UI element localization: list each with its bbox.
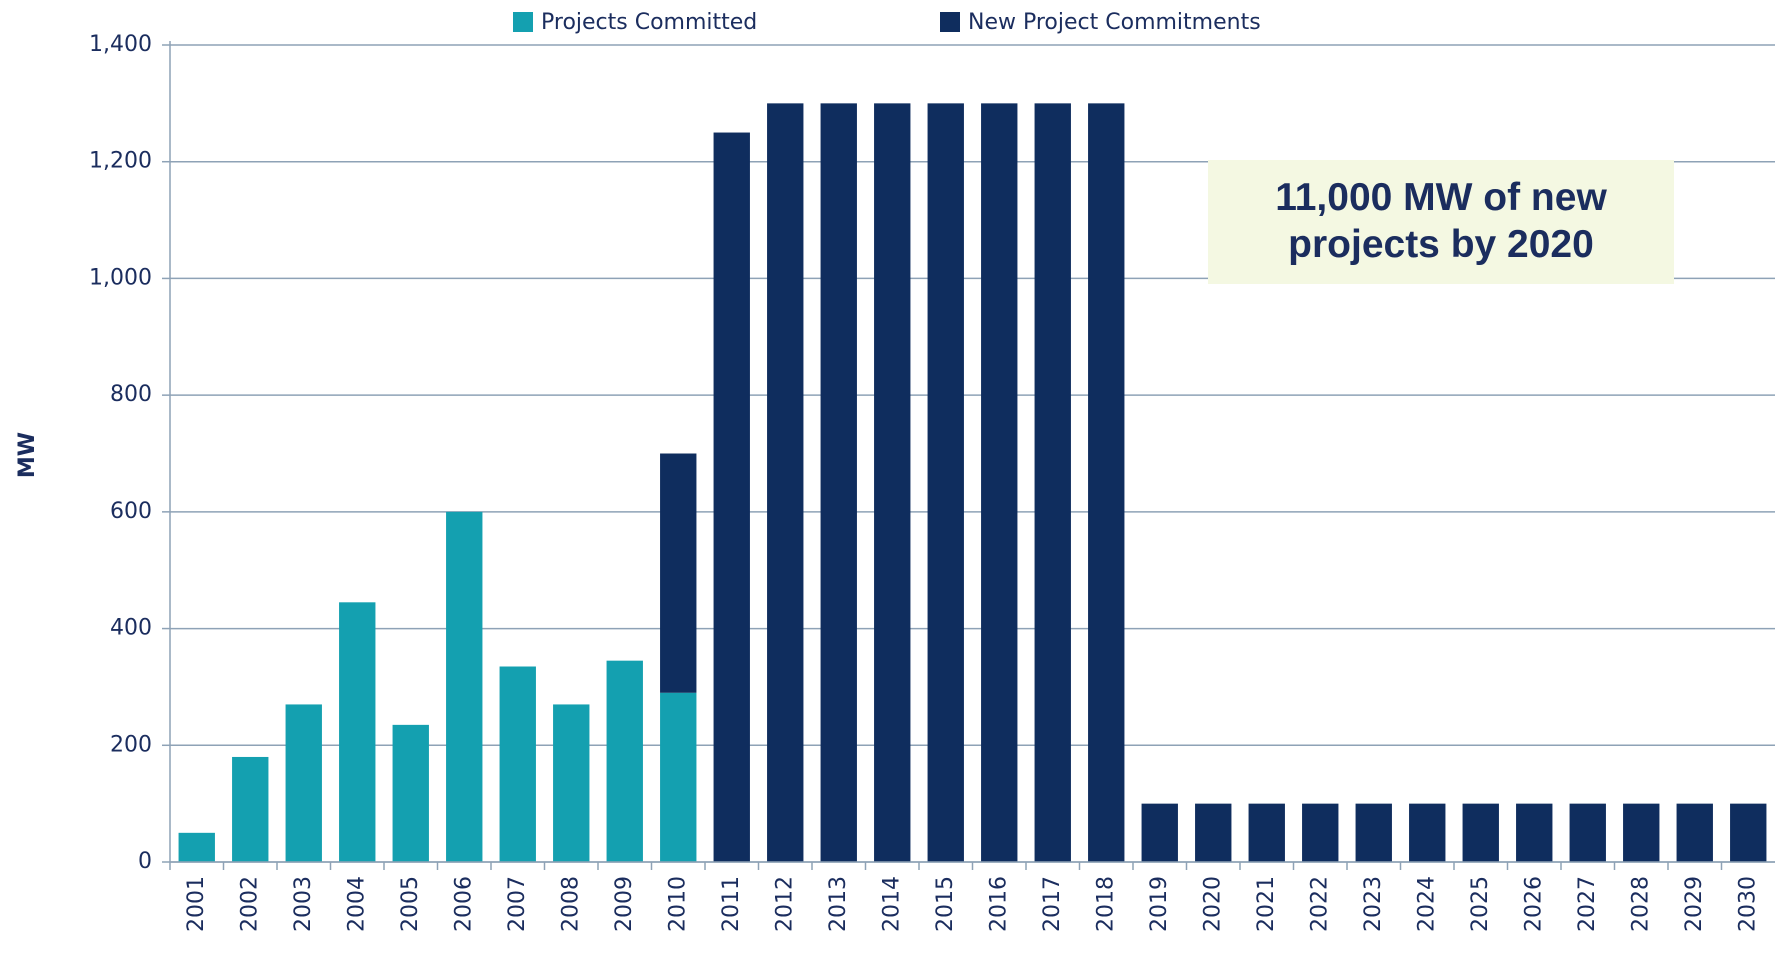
bar	[981, 103, 1018, 863]
x-tick-label: 2007	[505, 876, 530, 932]
bar	[1088, 103, 1125, 863]
x-tick-label: 2004	[344, 876, 369, 932]
x-tick-label: 2024	[1414, 876, 1439, 932]
x-tick-label: 2016	[986, 876, 1011, 932]
y-tick-label: 400	[110, 616, 152, 641]
bar	[178, 832, 215, 862]
x-tick-label: 2001	[184, 876, 209, 932]
x-tick-label: 2014	[879, 876, 904, 932]
bar	[767, 103, 804, 863]
bar	[1302, 803, 1339, 862]
y-tick-label: 1,400	[89, 32, 152, 57]
bar	[1355, 803, 1392, 862]
x-tick-label: 2030	[1735, 876, 1760, 932]
legend-label: Projects Committed	[541, 10, 757, 35]
x-tick-label: 2010	[665, 876, 690, 932]
bar	[820, 103, 857, 863]
x-tick-label: 2026	[1521, 876, 1546, 932]
bar	[1730, 803, 1767, 862]
bar	[553, 704, 590, 862]
bar	[339, 602, 376, 862]
bar	[1195, 803, 1232, 862]
x-tick-label: 2018	[1093, 876, 1118, 932]
bar	[1462, 803, 1499, 862]
x-tick-label: 2029	[1682, 876, 1707, 932]
y-tick-label: 1,000	[89, 265, 152, 290]
x-tick-label: 2008	[558, 876, 583, 932]
x-tick-label: 2027	[1575, 876, 1600, 932]
bar	[1248, 803, 1285, 862]
x-tick-label: 2005	[398, 876, 423, 932]
bar	[1409, 803, 1446, 862]
x-tick-label: 2025	[1468, 876, 1493, 932]
bar	[660, 692, 697, 862]
bar	[285, 704, 322, 862]
legend-swatch	[940, 12, 960, 32]
bar	[1034, 103, 1071, 863]
bar	[606, 660, 643, 862]
y-tick-label: 600	[110, 499, 152, 524]
x-tick-label: 2028	[1628, 876, 1653, 932]
bar	[1141, 803, 1178, 862]
x-tick-label: 2021	[1254, 876, 1279, 932]
x-tick-label: 2006	[451, 876, 476, 932]
bar	[499, 666, 536, 862]
bar	[660, 453, 697, 693]
x-tick-label: 2023	[1361, 876, 1386, 932]
x-tick-label: 2002	[237, 876, 262, 932]
legend-swatch	[513, 12, 533, 32]
bar	[446, 511, 483, 862]
x-tick-label: 2017	[1040, 876, 1065, 932]
x-tick-label: 2013	[826, 876, 851, 932]
bar	[232, 756, 269, 862]
bar	[713, 132, 750, 863]
x-tick-label: 2012	[772, 876, 797, 932]
bar	[927, 103, 964, 863]
y-tick-label: 0	[138, 849, 152, 874]
bar	[1676, 803, 1713, 862]
bar	[1623, 803, 1660, 862]
bar	[874, 103, 911, 863]
x-tick-label: 2019	[1147, 876, 1172, 932]
x-tick-label: 2015	[933, 876, 958, 932]
bar	[392, 724, 429, 862]
x-tick-label: 2020	[1200, 876, 1225, 932]
y-tick-label: 200	[110, 732, 152, 757]
y-tick-label: 1,200	[89, 149, 152, 174]
x-tick-label: 2003	[291, 876, 316, 932]
annotation: 11,000 MW of new projects by 2020	[1208, 160, 1674, 284]
x-tick-label: 2009	[612, 876, 637, 932]
x-tick-label: 2011	[719, 876, 744, 932]
y-tick-label: 800	[110, 382, 152, 407]
y-axis-label: MW	[15, 432, 40, 478]
bar	[1516, 803, 1553, 862]
x-tick-label: 2022	[1307, 876, 1332, 932]
legend-label: New Project Commitments	[968, 10, 1261, 35]
bar	[1569, 803, 1606, 862]
